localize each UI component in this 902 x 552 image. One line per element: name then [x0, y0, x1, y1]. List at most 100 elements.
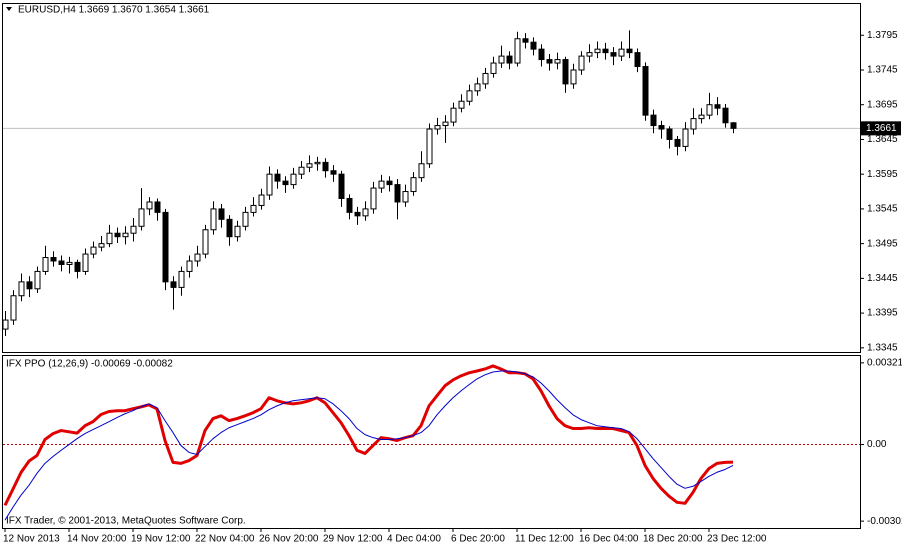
candle-body	[42, 257, 49, 272]
y-tick-label: 1.3395	[867, 308, 898, 319]
candle-body	[98, 243, 105, 248]
candle-body	[570, 69, 577, 85]
candle-body	[354, 211, 361, 217]
candle-body	[226, 218, 233, 238]
candle-body	[602, 48, 609, 54]
candle-body	[34, 270, 41, 290]
candle-body	[690, 118, 697, 130]
y-tick-label: 1.3745	[867, 65, 898, 76]
candle-body	[474, 83, 481, 92]
candle-body	[74, 261, 81, 272]
y-tick-label: 1.3645	[867, 134, 898, 145]
x-tick-label: 14 Nov 20:00	[67, 534, 127, 545]
y-tick-label: 1.3445	[867, 273, 898, 284]
candle-body	[530, 41, 537, 50]
candle-body	[618, 48, 625, 57]
candle-body	[210, 208, 217, 231]
x-tick-label: 23 Dec 12:00	[707, 534, 767, 545]
ppo-line	[3, 364, 734, 507]
candle-body	[26, 281, 33, 290]
candle-body	[58, 260, 65, 265]
candle-body	[162, 211, 169, 283]
x-tick-label: 16 Dec 04:00	[579, 534, 639, 545]
candle-body	[146, 201, 153, 210]
last-price-box	[861, 121, 901, 136]
candle-body	[122, 232, 129, 238]
chart-title: EURUSD,H4 1.3669 1.3670 1.3654 1.3661	[18, 5, 210, 16]
candle-body	[722, 107, 729, 124]
candle-body	[626, 48, 633, 54]
candle-body	[378, 180, 385, 189]
candle-body	[66, 261, 73, 265]
candle-body	[594, 48, 601, 54]
candle-body	[322, 161, 329, 172]
candle-body	[370, 187, 377, 210]
x-tick-label: 29 Nov 12:00	[323, 534, 383, 545]
y-tick-label: 1.3695	[867, 99, 898, 110]
candle-body	[650, 114, 657, 127]
candle-body	[410, 177, 417, 193]
candle-body	[682, 128, 689, 147]
candle-body	[298, 166, 305, 175]
candle-body	[362, 208, 369, 217]
x-tick-label: 4 Dec 04:00	[387, 534, 441, 545]
candle-body	[458, 100, 465, 109]
candle-body	[546, 59, 553, 64]
x-tick-label: 6 Dec 20:00	[451, 534, 505, 545]
candle-body	[218, 208, 225, 220]
y-tick-label: 0.00321	[867, 358, 902, 369]
candle-body	[330, 170, 337, 175]
y-tick-label: 1.3545	[867, 204, 898, 215]
y-tick-label: 1.3795	[867, 30, 898, 41]
indicator-title: IFX PPO (12,26,9) -0.00069 -0.00082	[6, 359, 173, 370]
candle-body	[658, 125, 665, 130]
candle-body	[18, 281, 25, 297]
candle-body	[154, 201, 161, 213]
candle-body	[282, 180, 289, 186]
x-tick-label: 12 Nov 2013	[3, 534, 60, 545]
x-tick-label: 26 Nov 20:00	[259, 534, 319, 545]
candle-body	[674, 138, 681, 147]
candle-body	[522, 38, 529, 43]
y-tick-label: 1.3595	[867, 169, 898, 180]
candle-body	[450, 107, 457, 123]
candle-body	[498, 55, 505, 64]
x-tick-label: 22 Nov 04:00	[195, 534, 255, 545]
candle-body	[250, 204, 257, 213]
y-tick-label: 1.3345	[867, 342, 898, 353]
x-tick-label: 19 Nov 12:00	[131, 534, 191, 545]
menu-arrow[interactable]	[6, 7, 12, 11]
candle-body	[242, 211, 249, 227]
candle-body	[266, 173, 273, 196]
indicator-panel	[2, 355, 861, 529]
candle-body	[698, 114, 705, 120]
candle-body	[138, 208, 145, 227]
candle-body	[186, 260, 193, 272]
footnote: IFX Trader, © 2001-2013, MetaQuotes Soft…	[6, 516, 246, 527]
candle-body	[418, 163, 425, 179]
candle-body	[82, 253, 89, 272]
y-tick-label: 1.3495	[867, 238, 898, 249]
candle-body	[610, 52, 617, 57]
candle-body	[10, 295, 17, 321]
candle-body	[490, 62, 497, 74]
candle-body	[482, 72, 489, 85]
candle-body	[426, 128, 433, 165]
candle-body	[666, 128, 673, 140]
candle-body	[514, 38, 521, 64]
candle-body	[290, 173, 297, 186]
candle-body	[434, 125, 441, 130]
candle-body	[554, 59, 561, 64]
candle-body	[234, 225, 241, 238]
candle-body	[402, 191, 409, 203]
candle-body	[442, 121, 449, 127]
candle-body	[642, 66, 649, 116]
y-tick-label: 0.00	[867, 439, 887, 450]
candle-body	[586, 52, 593, 57]
candle-body	[2, 319, 9, 330]
ppo-line	[4, 370, 734, 521]
candle-body	[274, 173, 281, 182]
candle-body	[578, 55, 585, 71]
